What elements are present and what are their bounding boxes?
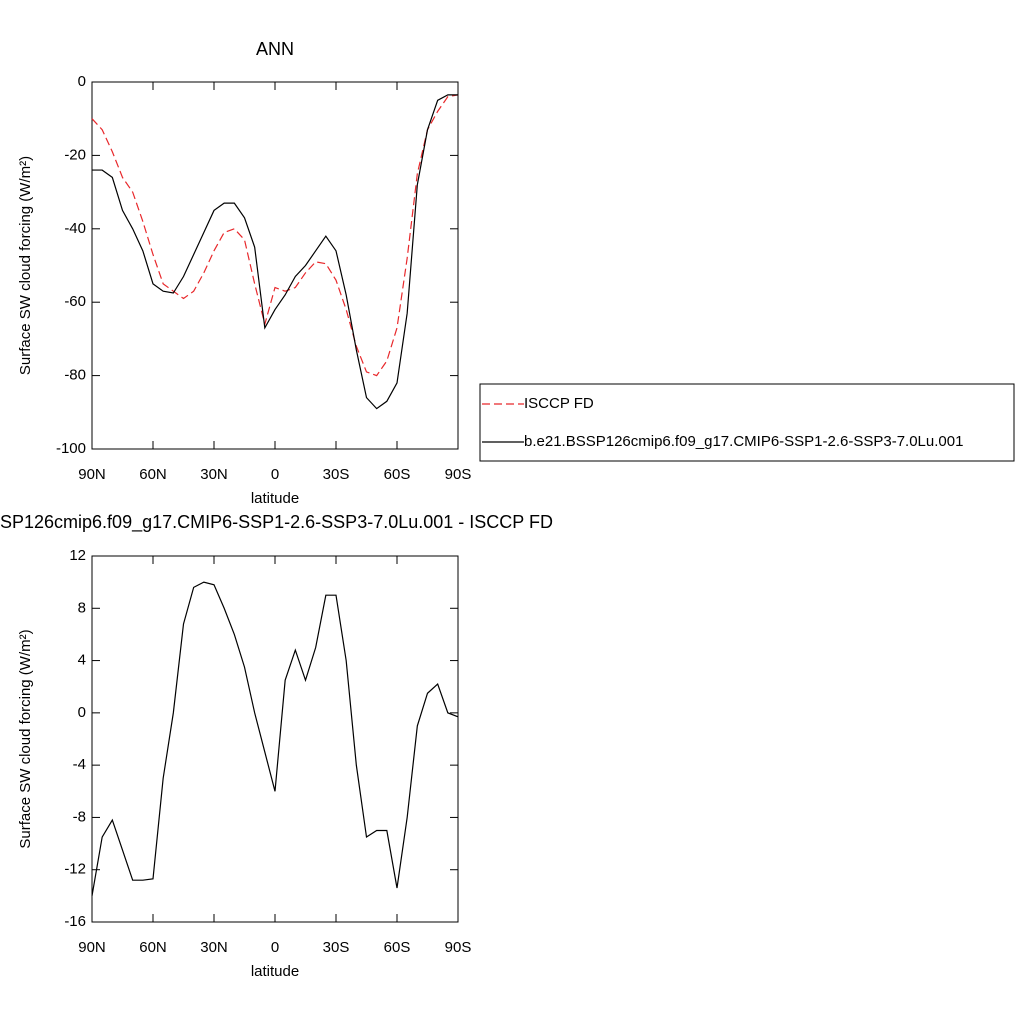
x-tick-label: 60N [139, 466, 167, 483]
chart-title: ANN [256, 39, 294, 59]
y-tick-label: 0 [78, 704, 86, 721]
y-tick-label: 8 [78, 599, 86, 616]
y-tick-label: -60 [64, 293, 86, 310]
x-tick-label: 30N [200, 466, 228, 483]
y-axis-label: Surface SW cloud forcing (W/m²) [17, 629, 34, 848]
x-axis-label: latitude [251, 490, 299, 507]
legend-label: ISCCP FD [524, 395, 594, 412]
legend-box [479, 383, 1015, 462]
x-tick-label: 30N [200, 939, 228, 956]
y-tick-label: -4 [73, 756, 86, 773]
chart-title: SP126cmip6.f09_g17.CMIP6-SSP1-2.6-SSP3-7… [0, 512, 553, 533]
x-tick-label: 90S [445, 939, 472, 956]
x-tick-label: 30S [323, 939, 350, 956]
data-line [91, 94, 459, 377]
y-tick-label: -100 [56, 440, 86, 457]
y-tick-label: -80 [64, 367, 86, 384]
y-tick-label: -12 [64, 861, 86, 878]
x-tick-label: 90S [445, 466, 472, 483]
y-tick-label: -8 [73, 808, 86, 825]
y-tick-label: 0 [78, 73, 86, 90]
x-tick-label: 30S [323, 466, 350, 483]
x-tick-label: 60N [139, 939, 167, 956]
y-tick-label: 12 [69, 547, 86, 564]
legend-label: b.e21.BSSP126cmip6.f09_g17.CMIP6-SSP1-2.… [524, 433, 963, 450]
y-tick-label: -16 [64, 913, 86, 930]
y-tick-label: 4 [78, 652, 86, 669]
x-tick-label: 0 [271, 466, 279, 483]
data-line [92, 94, 458, 410]
plot-frame [91, 555, 459, 923]
x-tick-label: 60S [384, 466, 411, 483]
y-tick-label: -40 [64, 220, 86, 237]
x-tick-label: 90N [78, 466, 106, 483]
y-axis-label: Surface SW cloud forcing (W/m²) [17, 156, 34, 375]
x-tick-label: 0 [271, 939, 279, 956]
y-tick-label: -20 [64, 146, 86, 163]
x-axis-label: latitude [251, 963, 299, 980]
data-line [91, 581, 459, 896]
x-tick-label: 60S [384, 939, 411, 956]
x-tick-label: 90N [78, 939, 106, 956]
